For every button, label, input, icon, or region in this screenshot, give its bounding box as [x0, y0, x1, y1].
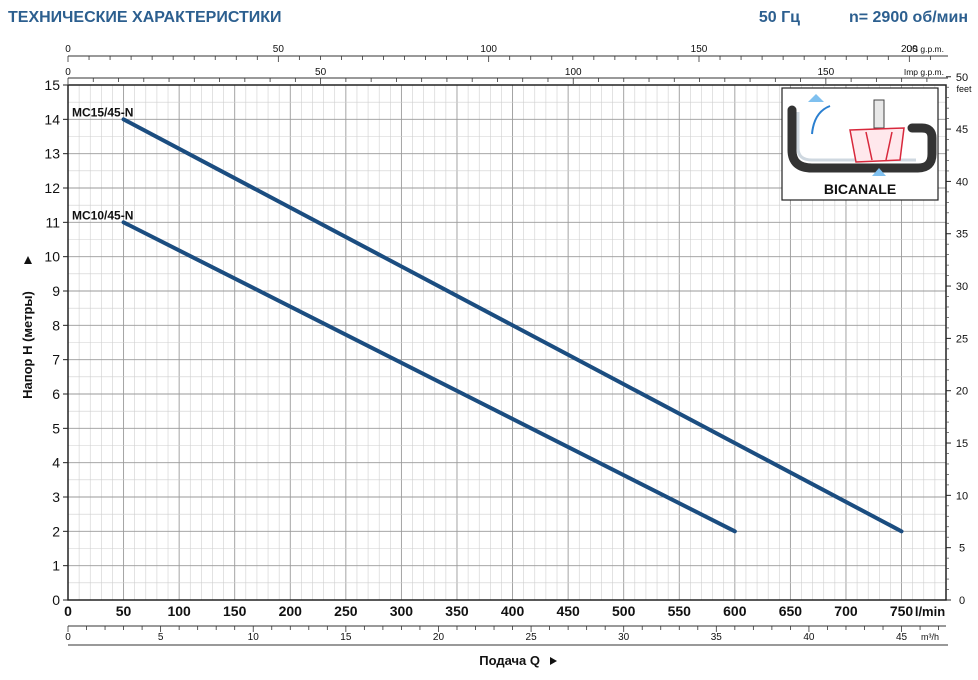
- bicanale-inset: BICANALE: [781, 87, 939, 201]
- speed-label: n= 2900 об/мин: [849, 9, 968, 26]
- y-tick-label: 11: [45, 214, 60, 230]
- series-layer: MC15/45-N MC10/45-N: [72, 105, 904, 534]
- m3h-tick-label: 10: [248, 632, 260, 643]
- m3h-tick-label: 40: [803, 632, 815, 643]
- y-axis-title: Напор H (метры): [20, 291, 35, 399]
- top-tick-label: 150: [818, 67, 835, 78]
- x-tick-label: 150: [223, 603, 247, 619]
- m3h-tick-label: 30: [618, 632, 630, 643]
- frequency-label: 50 Гц: [759, 9, 800, 26]
- series-label: MC10/45-N: [72, 208, 133, 222]
- x-tick-label: 700: [834, 603, 858, 619]
- m3h-tick-label: 45: [896, 632, 908, 643]
- x-tick-label: 50: [116, 603, 132, 619]
- top-unit-label: Imp g.p.m.: [904, 67, 944, 77]
- series-label: MC15/45-N: [72, 105, 133, 119]
- y-tick-label: 5: [52, 420, 60, 436]
- x-tick-label: 200: [279, 603, 303, 619]
- y-tick-label: 3: [52, 489, 60, 505]
- x-tick-label: 250: [334, 603, 358, 619]
- y-tick-label: 2: [52, 523, 60, 539]
- x-tick-label: 600: [723, 603, 747, 619]
- y-tick-label: 15: [44, 77, 60, 93]
- m3h-unit-label: m³/h: [921, 632, 939, 642]
- x-tick-label: 350: [445, 603, 469, 619]
- m3h-tick-label: 20: [433, 632, 445, 643]
- series-line: [121, 117, 904, 534]
- y-tick-label: 13: [44, 146, 60, 162]
- feet-tick-label: 15: [956, 438, 968, 450]
- y-tick-label: 10: [44, 249, 60, 265]
- m3h-tick-label: 25: [526, 632, 538, 643]
- bicanale-label: BICANALE: [824, 181, 896, 197]
- m3h-tick-label: 5: [158, 632, 164, 643]
- x-tick-label: 650: [779, 603, 803, 619]
- m3h-tick-label: 0: [65, 632, 71, 643]
- top-tick-label: 0: [65, 44, 71, 55]
- y-tick-label: 6: [52, 386, 60, 402]
- top-tick-label: 50: [315, 67, 327, 78]
- x-axis-arrow-icon: [550, 657, 557, 665]
- top-tick-label: 50: [273, 44, 285, 55]
- feet-tick-label: 35: [956, 229, 968, 241]
- x-tick-label: 500: [612, 603, 636, 619]
- x-tick-label: 100: [167, 603, 191, 619]
- top-tick-label: 200: [901, 44, 918, 55]
- x-tick-label: 0: [64, 603, 72, 619]
- y-tick-label: 9: [52, 283, 60, 299]
- feet-unit-label: feet: [956, 84, 972, 94]
- y-tick-label: 1: [52, 558, 60, 574]
- m3h-axis: 05101520253035404550m³/h: [65, 625, 946, 643]
- feet-tick-label: 5: [959, 543, 965, 555]
- top-unit-label: US g.p.m.: [906, 44, 944, 54]
- feet-tick-label: 45: [956, 124, 968, 136]
- x-tick-label: 450: [556, 603, 580, 619]
- top-tick-label: 0: [65, 67, 71, 78]
- m3h-tick-label: 15: [340, 632, 352, 643]
- feet-tick-label: 20: [956, 386, 968, 398]
- x-tick-label: 300: [390, 603, 414, 619]
- x-tick-label: 400: [501, 603, 525, 619]
- feet-tick-label: 40: [956, 176, 968, 188]
- feet-tick-label: 50: [956, 72, 968, 84]
- m3h-tick-label: 35: [711, 632, 723, 643]
- feet-tick-label: 10: [956, 490, 968, 502]
- y-tick-label: 8: [52, 317, 60, 333]
- y-tick-label: 4: [52, 455, 60, 471]
- x-axis-title: Подача Q: [479, 653, 540, 668]
- plot-frame: [67, 84, 947, 601]
- x-tick-label: 750: [890, 603, 914, 619]
- x-axis-ticks: 0 50 100 150 200 250 300 350 400 450 500 550 600 650 7…: [64, 603, 945, 619]
- feet-tick-label: 30: [956, 281, 968, 293]
- y-tick-label: 12: [44, 180, 60, 196]
- x-tick-label: 550: [668, 603, 692, 619]
- y-tick-label: 0: [52, 592, 60, 608]
- series-line: [121, 220, 737, 534]
- x-unit-label: l/min: [915, 604, 945, 619]
- y-tick-label: 14: [44, 111, 60, 127]
- feet-tick-label: 25: [956, 333, 968, 345]
- y-tick-label: 7: [52, 352, 60, 368]
- top-tick-label: 100: [565, 67, 582, 78]
- feet-axis: feet 0 5 10 15 20 25 30 35 40 45 50: [946, 72, 972, 607]
- top-tick-label: 100: [480, 44, 497, 55]
- top-tick-label: 150: [691, 44, 708, 55]
- two-channel-impeller-icon: [787, 94, 937, 176]
- y-axis-arrow-icon: [24, 256, 32, 264]
- plot-grid: [68, 85, 946, 600]
- feet-tick-label: 0: [959, 595, 965, 607]
- page-title: ТЕХНИЧЕСКИЕ ХАРАКТЕРИСТИКИ: [8, 9, 282, 26]
